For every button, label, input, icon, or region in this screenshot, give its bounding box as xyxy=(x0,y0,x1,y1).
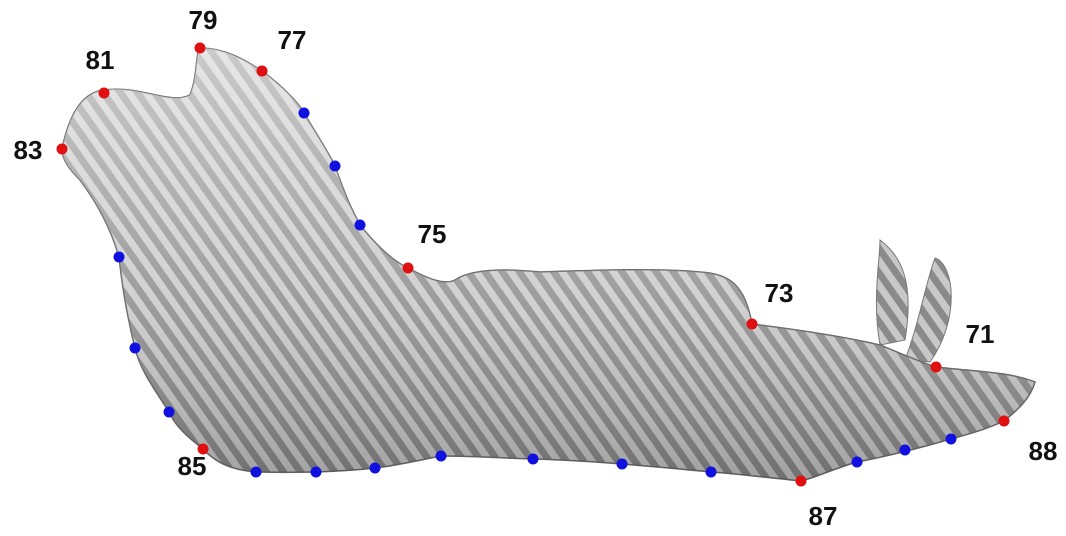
landmark-label: 77 xyxy=(278,25,307,55)
page: 79 77 81 83 75 73 71 88 87 85 (() => { c… xyxy=(0,0,1066,536)
landmark-label: 75 xyxy=(418,219,447,249)
landmark-label: 81 xyxy=(86,45,115,75)
landmark-label: 83 xyxy=(14,135,43,165)
mandible-figure: 79 77 81 83 75 73 71 88 87 85 xyxy=(0,0,1066,536)
landmark-label: 71 xyxy=(966,319,995,349)
mandible xyxy=(62,48,1035,481)
landmark-label: 87 xyxy=(809,501,838,531)
landmark-label: 85 xyxy=(178,451,207,481)
landmark-label: 88 xyxy=(1029,436,1058,466)
landmark-label: 79 xyxy=(189,5,218,35)
landmark-label: 73 xyxy=(765,278,794,308)
